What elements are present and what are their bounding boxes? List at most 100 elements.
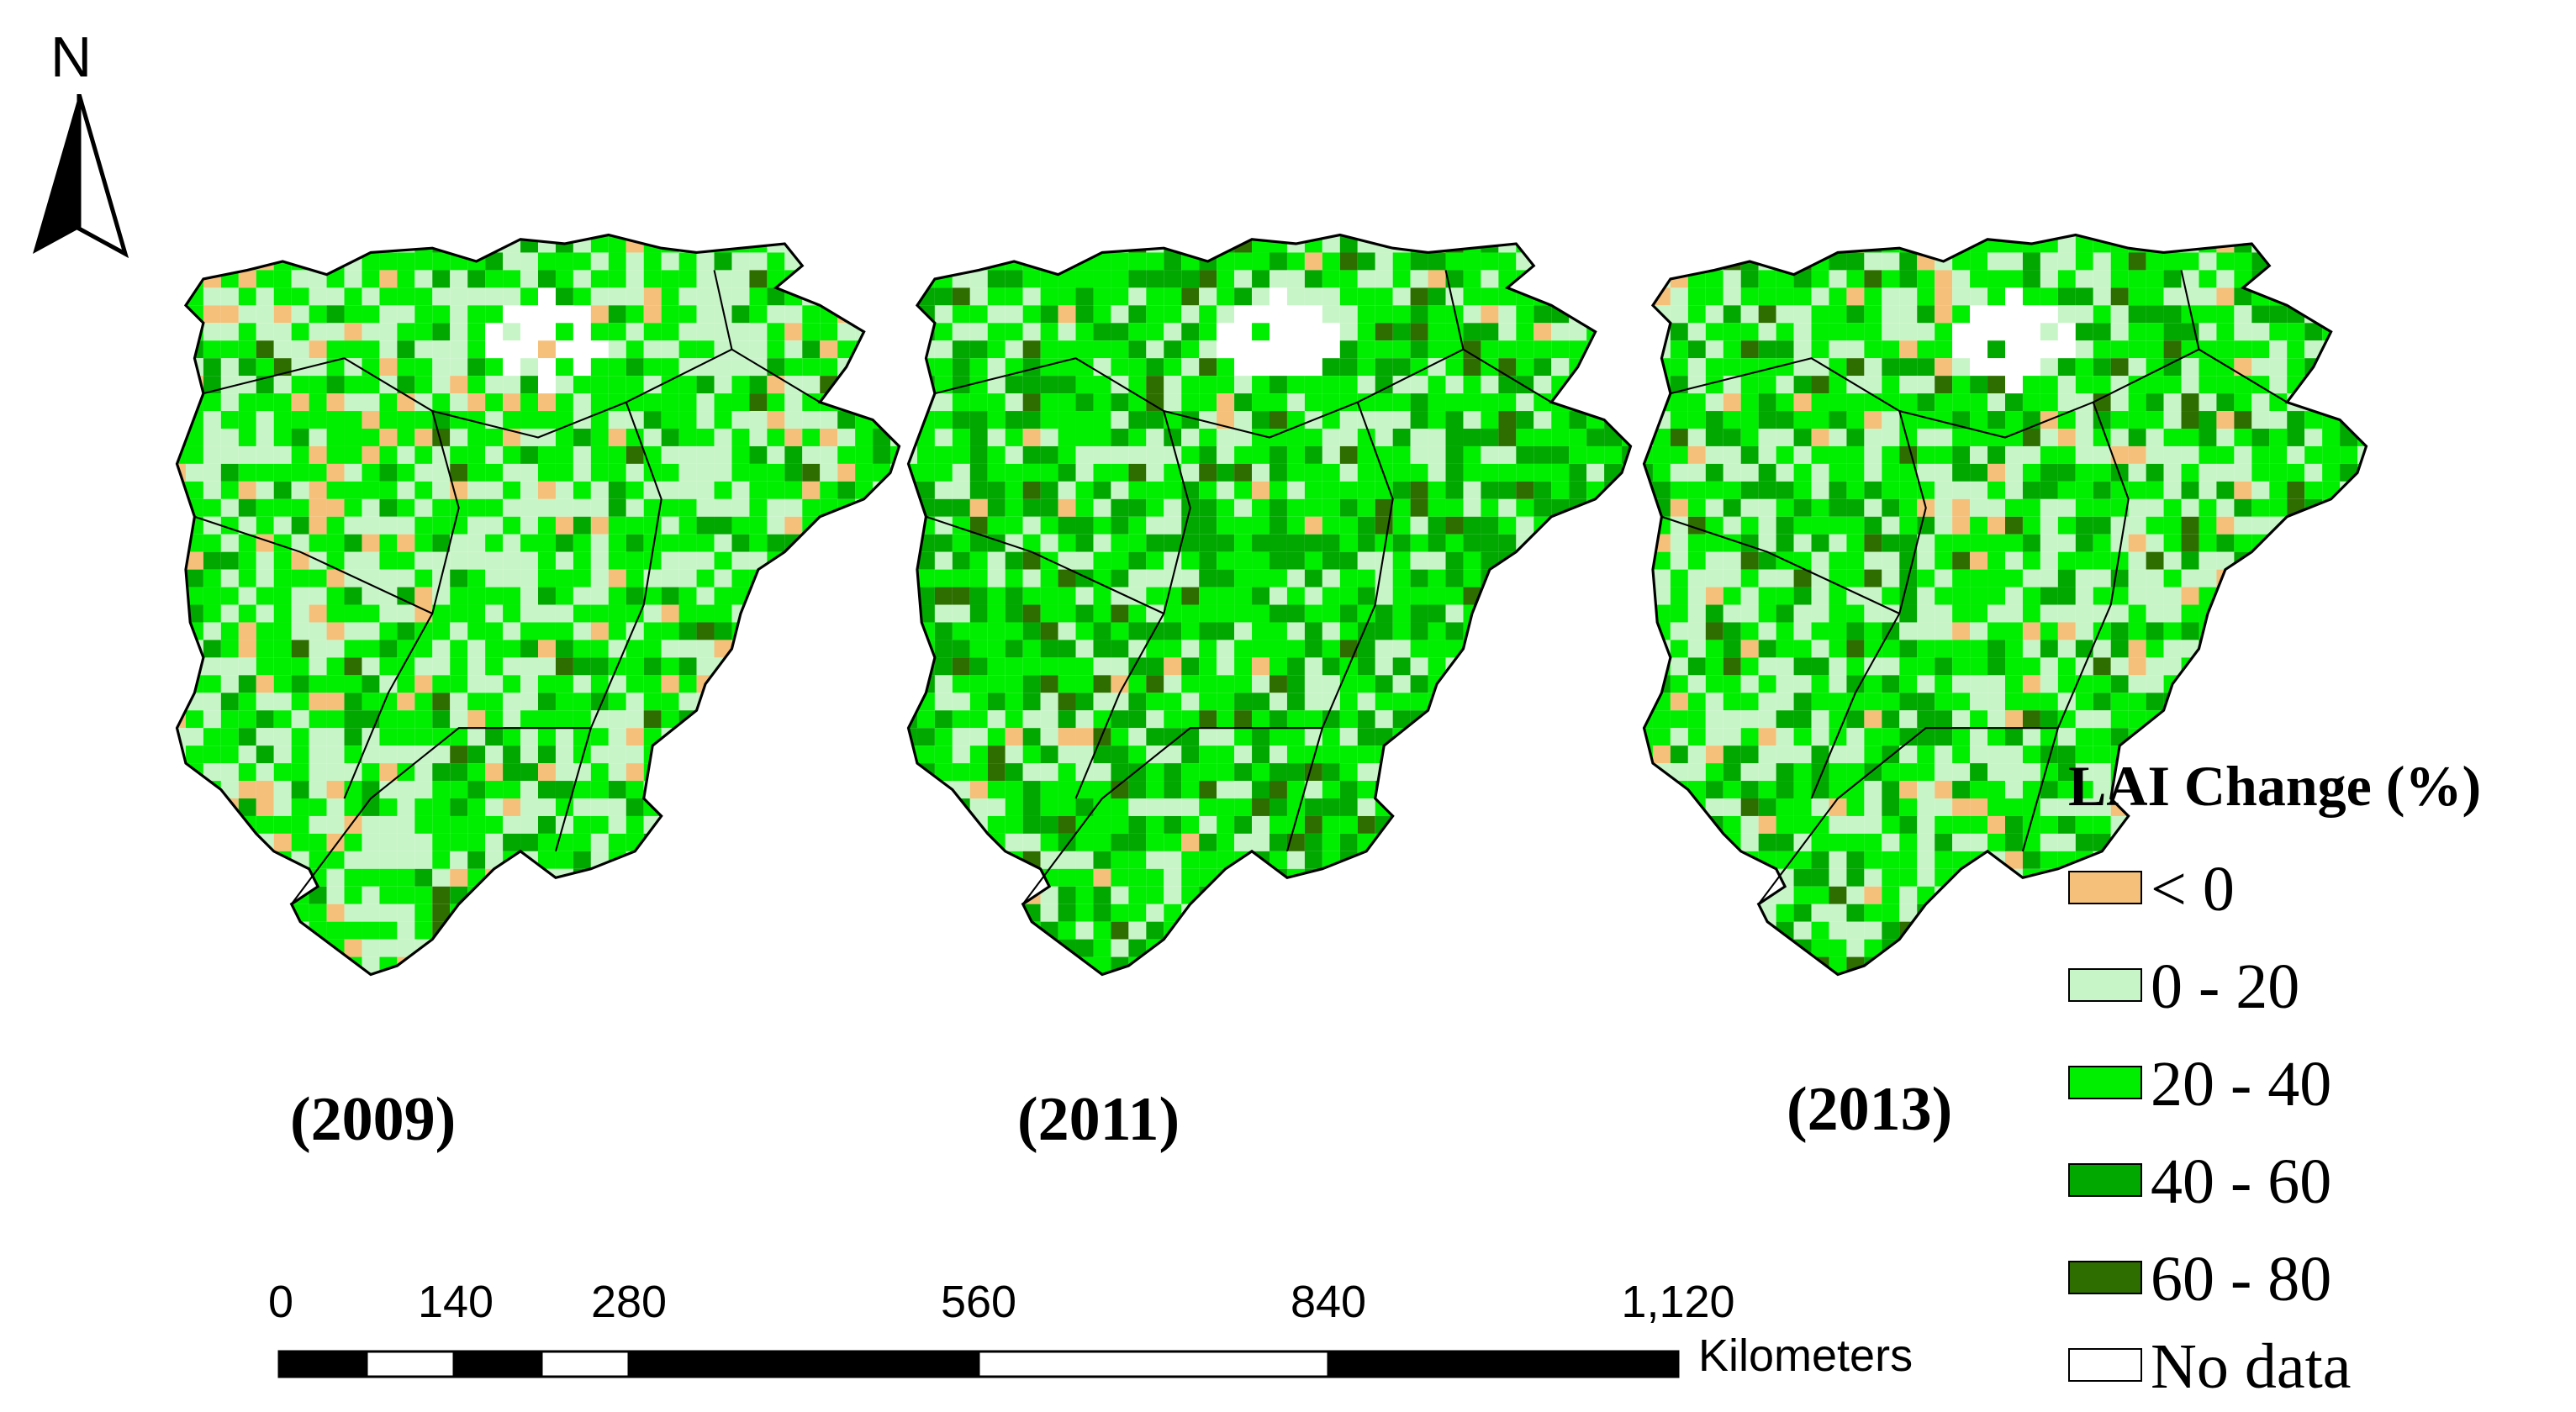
- lai-cell: [1128, 445, 1147, 464]
- lai-cell: [1410, 939, 1428, 957]
- lai-cell: [1935, 516, 1953, 535]
- lai-cell: [1533, 815, 1552, 834]
- lai-cell: [1586, 781, 1605, 798]
- lai-cell: [1058, 516, 1076, 535]
- lai-cell: [2022, 393, 2040, 412]
- lai-cell: [1864, 798, 1882, 816]
- lai-cell: [1644, 252, 1653, 271]
- lai-cell: [1392, 498, 1411, 517]
- lai-cell: [1217, 833, 1235, 851]
- lai-cell: [987, 868, 1006, 887]
- lai-cell: [934, 234, 953, 253]
- lai-cell: [1252, 622, 1270, 640]
- lai-cell: [1758, 287, 1776, 306]
- lai-cell: [1652, 252, 1671, 271]
- lai-cell: [1128, 411, 1147, 429]
- lai-cell: [1410, 429, 1428, 446]
- lai-cell: [767, 851, 785, 869]
- lai-cell: [177, 587, 186, 605]
- lai-cell: [1970, 657, 1988, 676]
- lai-cell: [326, 305, 345, 324]
- lai-cell: [661, 463, 679, 482]
- lai-cell: [1111, 728, 1129, 746]
- lai-cell: [1846, 798, 1865, 816]
- lai-cell: [1670, 252, 1688, 271]
- lai-cell: [2287, 252, 2305, 271]
- lai-cell: [326, 833, 345, 851]
- lai-cell: [749, 270, 768, 288]
- lai-cell: [1164, 393, 1182, 412]
- lai-cell: [749, 498, 768, 517]
- lai-cell: [1644, 551, 1653, 570]
- lai-cell: [1058, 746, 1076, 764]
- lai-cell: [1882, 340, 1900, 359]
- lai-cell: [362, 234, 380, 253]
- lai-cell: [1164, 604, 1182, 623]
- lai-cell: [1740, 516, 1759, 535]
- lai-cell: [1445, 886, 1464, 904]
- lai-cell: [203, 886, 221, 904]
- lai-cell: [1005, 393, 1023, 412]
- lai-cell: [969, 587, 988, 605]
- lai-cell: [1058, 551, 1076, 570]
- lai-cell: [1917, 445, 1935, 464]
- lai-cell: [1270, 886, 1287, 904]
- lai-cell: [916, 904, 935, 922]
- lai-cell: [855, 463, 874, 482]
- lai-cell: [467, 746, 486, 764]
- lai-cell: [1970, 710, 1988, 729]
- lai-cell: [1498, 781, 1517, 798]
- lai-cell: [1952, 358, 1971, 377]
- lai-cell: [2181, 622, 2199, 640]
- lai-cell: [1357, 445, 1375, 464]
- lai-cell: [1146, 974, 1164, 975]
- lai-cell: [503, 305, 521, 324]
- lai-cell: [432, 463, 451, 482]
- lai-cell: [2005, 340, 2023, 359]
- lai-cell: [1970, 340, 1988, 359]
- lai-cell: [590, 376, 609, 394]
- lai-cell: [661, 376, 679, 394]
- lai-cell: [1846, 340, 1865, 359]
- lai-cell: [661, 358, 679, 377]
- lai-cell: [291, 534, 309, 552]
- lai-cell: [467, 657, 486, 676]
- lai-cell: [1481, 411, 1499, 429]
- lai-cell: [555, 270, 573, 288]
- lai-cell: [1304, 270, 1322, 288]
- lai-cell: [256, 763, 274, 782]
- lai-cell: [1935, 445, 1953, 464]
- lai-cell: [573, 956, 591, 975]
- lai-cell: [2199, 358, 2217, 377]
- lai-cell: [2146, 569, 2164, 587]
- lai-cell: [344, 640, 362, 658]
- lai-cell: [1970, 746, 1988, 764]
- lai-cell: [1723, 569, 1741, 587]
- lai-cell: [238, 640, 256, 658]
- lai-cell: [873, 252, 891, 271]
- lai-cell: [1793, 657, 1812, 676]
- lai-cell: [714, 939, 732, 957]
- lai-cell: [1498, 287, 1517, 306]
- lai-cell: [952, 429, 970, 446]
- lai-cell: [1569, 516, 1587, 535]
- lai-cell: [731, 287, 750, 306]
- lai-cell: [1199, 481, 1217, 499]
- lai-cell: [414, 763, 433, 782]
- lai-cell: [1111, 710, 1129, 729]
- lai-cell: [520, 640, 538, 658]
- lai-cell: [1445, 429, 1464, 446]
- lai-cell: [1146, 833, 1164, 851]
- lai-cell: [1392, 763, 1411, 782]
- lai-cell: [855, 728, 874, 746]
- lai-cell: [344, 974, 362, 975]
- lai-cell: [1217, 657, 1235, 676]
- lai-cell: [855, 640, 874, 658]
- lai-cell: [1899, 481, 1918, 499]
- lai-cell: [1428, 921, 1446, 940]
- lai-cell: [1882, 463, 1900, 482]
- lai-cell: [2340, 445, 2358, 464]
- lai-cell: [1586, 939, 1605, 957]
- lai-cell: [520, 252, 538, 271]
- lai-cell: [467, 904, 486, 922]
